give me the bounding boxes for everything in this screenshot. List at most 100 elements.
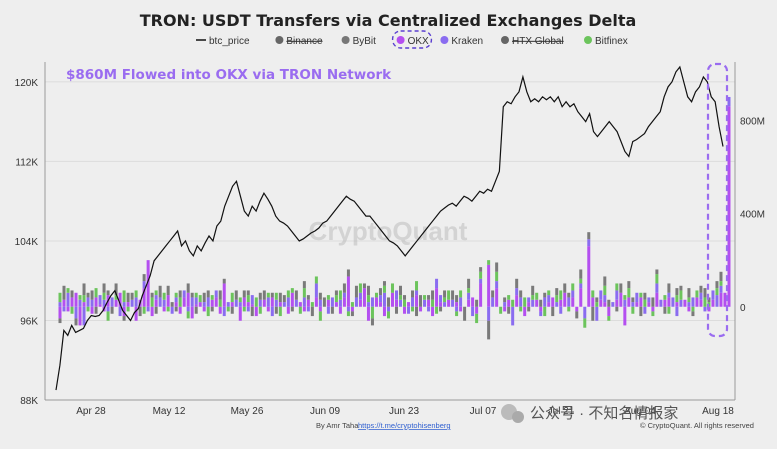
bar-bitfinex [687, 297, 691, 303]
bar-okx [210, 299, 214, 307]
bar-kraken [318, 299, 322, 307]
legend-item-kraken[interactable]: Kraken [440, 36, 483, 47]
bar-bitfinex [66, 288, 70, 293]
bar-bybit [294, 290, 298, 300]
bar-okx [663, 299, 667, 307]
bar-kraken [687, 302, 691, 307]
bar-okx [535, 299, 539, 307]
bar-okx [198, 302, 202, 307]
bar-kraken [342, 292, 346, 298]
bar-bitfinex [178, 297, 182, 307]
bar-bitfinex [639, 292, 643, 298]
legend-label: Bitfinex [595, 36, 628, 47]
legend-swatch [440, 36, 449, 44]
bar-bitfinex [627, 288, 631, 298]
bar-okx [270, 297, 274, 307]
bar-okx [358, 299, 362, 307]
bar-kraken [66, 292, 70, 307]
bar-bybit [411, 290, 415, 298]
bar-bybit [451, 290, 455, 300]
bar-bitfinex [435, 306, 439, 314]
legend[interactable]: btc_price Binance ByBit OKX Kraken HTX Global… [196, 30, 628, 49]
bar-okx [238, 306, 242, 321]
bar-okx [114, 299, 118, 307]
bar-bybit [395, 306, 398, 314]
bar-okx [727, 106, 731, 307]
bar-kraken [74, 306, 78, 319]
bar-okx [439, 302, 443, 307]
bar-bybit [230, 306, 234, 314]
bar-bitfinex [290, 288, 294, 293]
bar-bitfinex [274, 292, 278, 300]
legend-item-bybit[interactable]: ByBit [341, 36, 377, 47]
bar-okx [362, 288, 366, 307]
bar-bybit [366, 285, 370, 296]
bar-kraken [354, 297, 358, 307]
bar-okx [667, 297, 671, 307]
bar-bybit [106, 290, 110, 296]
bar-bybit [378, 288, 382, 296]
bar-bitfinex [334, 295, 338, 303]
bar-okx [378, 302, 382, 307]
legend-swatch [275, 36, 284, 44]
bar-kraken [110, 297, 114, 307]
bar-bitfinex [346, 311, 350, 317]
bar-okx [250, 304, 254, 307]
cryptoquant-watermark: CryptoQuant [309, 216, 468, 246]
bar-kraken [459, 297, 463, 307]
bar-bybit [206, 290, 210, 298]
bar-bitfinex [318, 311, 322, 321]
bar-kraken [443, 302, 447, 307]
bar-okx [222, 283, 226, 307]
bar-bybit [362, 283, 366, 289]
legend-item-okx[interactable]: OKX [391, 30, 433, 49]
bar-kraken [90, 299, 94, 307]
bar-bitfinex [106, 311, 110, 321]
legend-item-binance[interactable]: Binance [275, 36, 323, 47]
bar-bybit [222, 278, 226, 284]
footer-link[interactable]: https://t.me/cryptohisenberg [358, 421, 451, 430]
bar-okx [467, 299, 471, 307]
bar-bitfinex [310, 302, 314, 307]
bar-okx [230, 302, 234, 307]
bar-kraken [703, 306, 707, 312]
bar-kraken [222, 306, 226, 317]
bar-bybit [114, 283, 118, 296]
legend-label: OKX [408, 36, 429, 47]
bar-bybit [719, 271, 723, 282]
bar-bybit [403, 295, 407, 300]
bar-kraken [154, 295, 158, 300]
bar-bitfinex [555, 295, 559, 303]
bar-kraken [647, 297, 651, 303]
bar-kraken [182, 290, 186, 298]
bar-bybit [122, 316, 126, 321]
legend-item-btc_price[interactable]: btc_price [196, 36, 250, 47]
bar-bitfinex [467, 288, 471, 293]
y-left-tick-labels: 120K 112K 104K 96K 88K [15, 78, 39, 407]
bar-bitfinex [382, 285, 386, 293]
bar-bitfinex [403, 299, 407, 307]
bar-bybit [699, 285, 703, 293]
bar-kraken [338, 299, 342, 307]
bar-kraken [399, 299, 402, 307]
wechat-icon-small [512, 411, 524, 423]
bar-bitfinex [142, 306, 146, 314]
bar-okx [615, 299, 619, 307]
legend-item-htx-global[interactable]: HTX Global [501, 36, 564, 47]
bar-bitfinex [523, 297, 527, 307]
bar-okx [178, 306, 182, 314]
bar-bybit [170, 302, 174, 307]
bar-bybit [194, 306, 198, 314]
bar-okx [551, 297, 555, 307]
y-left-tick: 104K [15, 237, 39, 248]
bar-kraken [142, 281, 146, 289]
bar-kraken [491, 297, 495, 307]
bar-okx [675, 302, 679, 307]
bar-bybit [174, 306, 178, 312]
bar-bitfinex [591, 290, 595, 298]
legend-item-bitfinex[interactable]: Bitfinex [584, 36, 628, 47]
bar-kraken [407, 306, 411, 314]
bar-okx [98, 304, 102, 307]
bar-bybit [90, 290, 94, 300]
bar-bitfinex [703, 297, 707, 307]
